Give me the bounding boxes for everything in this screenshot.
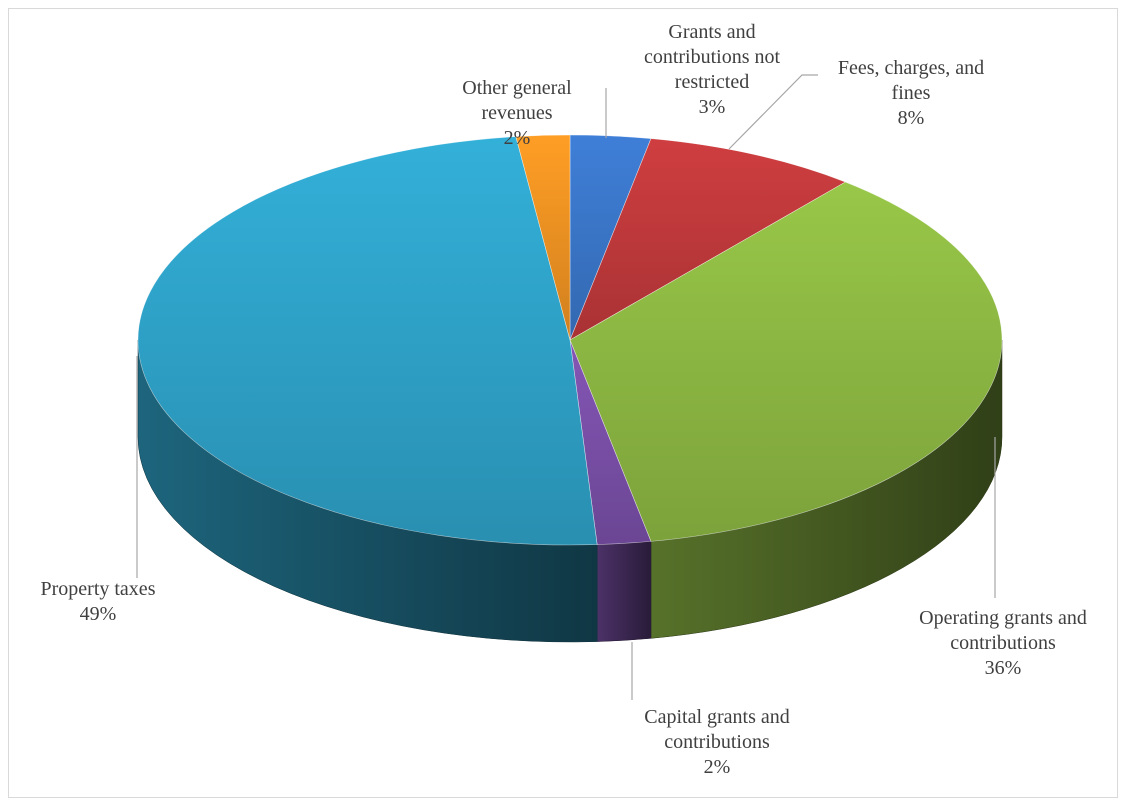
pie-slice-4 <box>137 136 598 546</box>
slice-category-label-1: fines <box>892 82 931 104</box>
slice-value-label-4: 49% <box>80 603 117 625</box>
slice-category-label-2: contributions <box>950 632 1056 654</box>
slice-value-label-5: 2% <box>504 127 531 149</box>
pie-slice-side-3 <box>596 541 652 642</box>
slice-category-label-0: Grants and <box>668 21 755 43</box>
slice-value-label-3: 2% <box>704 756 731 778</box>
slice-value-label-1: 8% <box>898 107 925 129</box>
slice-category-label-2: Operating grants and <box>919 607 1087 629</box>
slice-category-label-0: contributions not <box>644 46 781 68</box>
leader-line-1 <box>728 74 818 150</box>
slice-category-label-4: Property taxes <box>41 578 156 600</box>
pie-slice-1 <box>569 138 847 341</box>
slice-category-label-0: restricted <box>675 71 749 93</box>
slice-value-label-0: 3% <box>699 96 726 118</box>
pie-slice-2 <box>569 181 1003 542</box>
slice-category-label-3: Capital grants and <box>644 706 790 728</box>
slice-value-label-2: 36% <box>985 657 1022 679</box>
slice-category-label-5: revenues <box>481 102 552 124</box>
pie-slice-5 <box>515 134 571 341</box>
slice-category-label-1: Fees, charges, and <box>838 57 984 79</box>
slice-category-label-5: Other general <box>462 77 572 99</box>
slice-category-label-3: contributions <box>664 731 770 753</box>
